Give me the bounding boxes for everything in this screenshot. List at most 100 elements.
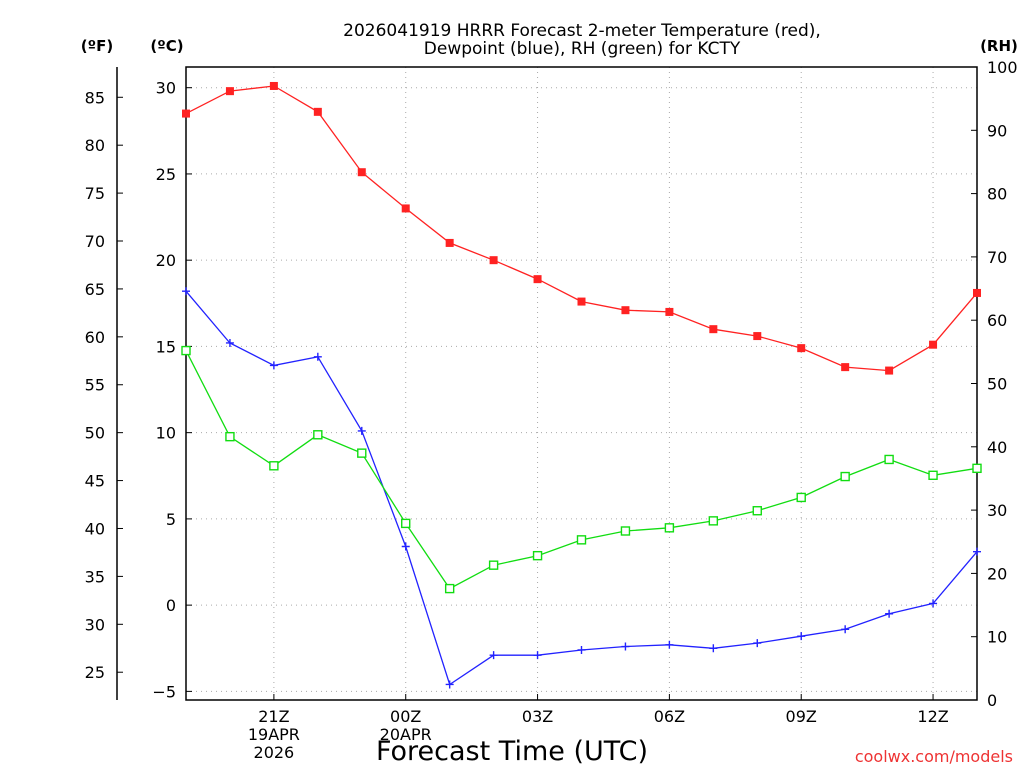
fahrenheit-tick-label: 70 [85,232,105,251]
rh-tick-label: 10 [987,628,1007,647]
chart-title-line1: 2026041919 HRRR Forecast 2-meter Tempera… [343,21,821,41]
temperature-point [401,204,410,213]
temperature-point [225,87,234,96]
fahrenheit-tick-label: 35 [85,567,105,586]
temperature-point [841,363,850,372]
celsius-tick-label: 25 [156,165,176,184]
rh-point [269,461,279,471]
dewpoint-point [577,645,586,654]
fahrenheit-tick-label: 65 [85,280,105,299]
fahrenheit-tick-label: 45 [85,472,105,491]
rh-tick-label: 90 [987,121,1007,140]
temperature-line [185,85,978,372]
dewpoint-point [621,642,630,651]
celsius-tick-label: 5 [166,510,176,529]
dewpoint-point [753,639,762,648]
rh-tick-label: 100 [987,58,1018,77]
celsius-tick-label: 10 [156,424,176,443]
temperature-point [269,81,278,90]
temperature-point [665,307,674,316]
dewpoint-point [709,644,718,653]
rh-tick-label: 60 [987,311,1007,330]
temperature-point [577,297,586,306]
x-tick-label: 03Z [522,707,553,726]
dewpoint-point [973,547,981,556]
watermark: coolwx.com/models [855,747,1013,766]
rh-tick-label: 0 [987,691,997,710]
dewpoint-point [269,361,278,370]
rh-tick-label: 80 [987,185,1007,204]
fahrenheit-tick-label: 60 [85,328,105,347]
temperature-point [313,107,322,116]
rh-point [884,454,894,465]
rh-point [181,345,191,356]
rh-point [840,471,850,482]
dewpoint-point [225,338,234,347]
dewpoint-point [401,542,410,551]
rh-point [796,492,806,503]
rh-point [444,583,455,594]
rh-point [357,448,367,458]
series-layer [181,81,982,689]
dewpoint-point [357,426,366,435]
x-tick-label: 12Z [917,707,948,726]
rh-point [928,470,938,480]
x-tick-label: 06Z [654,707,685,726]
celsius-tick-label: −5 [152,682,176,701]
celsius-tick-label: 20 [156,251,176,270]
axes-layer: 25 30 35 40 45 50 55 60 65 70 75 80 85 −5 0 5 10 15 20 25 30… [85,58,1018,762]
rh-point [225,431,235,442]
dewpoint-point [665,640,674,649]
dewpoint-point [445,680,454,689]
dewpoint-point [841,625,850,634]
dewpoint-point [929,599,938,608]
x-tick-label: 09Z [786,707,817,726]
rh-unit-label: (RH) [980,37,1018,55]
x-tick-label: 19APR [248,725,300,744]
grid-layer [186,67,977,700]
x-tick-label: 20APR [380,725,432,744]
temperature-point [929,340,938,349]
fahrenheit-tick-label: 30 [85,615,105,634]
fahrenheit-tick-label: 85 [85,88,105,107]
rh-tick-label: 20 [987,564,1007,583]
rh-point [664,523,675,533]
rh-tick-label: 50 [987,375,1007,394]
temperature-point [797,344,806,353]
temperature-point [357,168,366,177]
temperature-point [182,109,190,118]
temperature-point [753,332,762,341]
rh-point [532,550,543,561]
rh-point [972,463,982,474]
rh-point [620,526,631,536]
temperature-point [973,288,981,297]
x-tick-label: 00Z [390,707,421,726]
temperature-point [621,306,630,315]
fahrenheit-tick-label: 75 [85,184,105,203]
temperature-point [445,238,454,247]
dewpoint-point [797,632,806,641]
rh-tick-label: 30 [987,501,1007,520]
celsius-tick-label: 15 [156,337,176,356]
temperature-point [533,275,542,284]
dewpoint-point [533,651,542,660]
dewpoint-point [489,651,498,660]
rh-point [401,518,411,529]
fahrenheit-tick-label: 80 [85,136,105,155]
chart-title-line2: Dewpoint (blue), RH (green) for KCTY [424,39,741,59]
rh-tick-label: 40 [987,438,1007,457]
fahrenheit-tick-label: 50 [85,424,105,443]
fahrenheit-tick-label: 40 [85,519,105,538]
celsius-tick-label: 0 [166,596,176,615]
dewpoint-point [313,352,322,361]
fahrenheit-tick-label: 25 [85,663,105,682]
rh-line [185,350,978,590]
dewpoint-point [885,609,894,618]
rh-point [576,535,587,545]
temperature-point [885,366,894,375]
rh-point [752,506,762,516]
fahrenheit-tick-label: 55 [85,376,105,395]
dewpoint-point [182,287,190,296]
temperature-point [489,256,498,265]
